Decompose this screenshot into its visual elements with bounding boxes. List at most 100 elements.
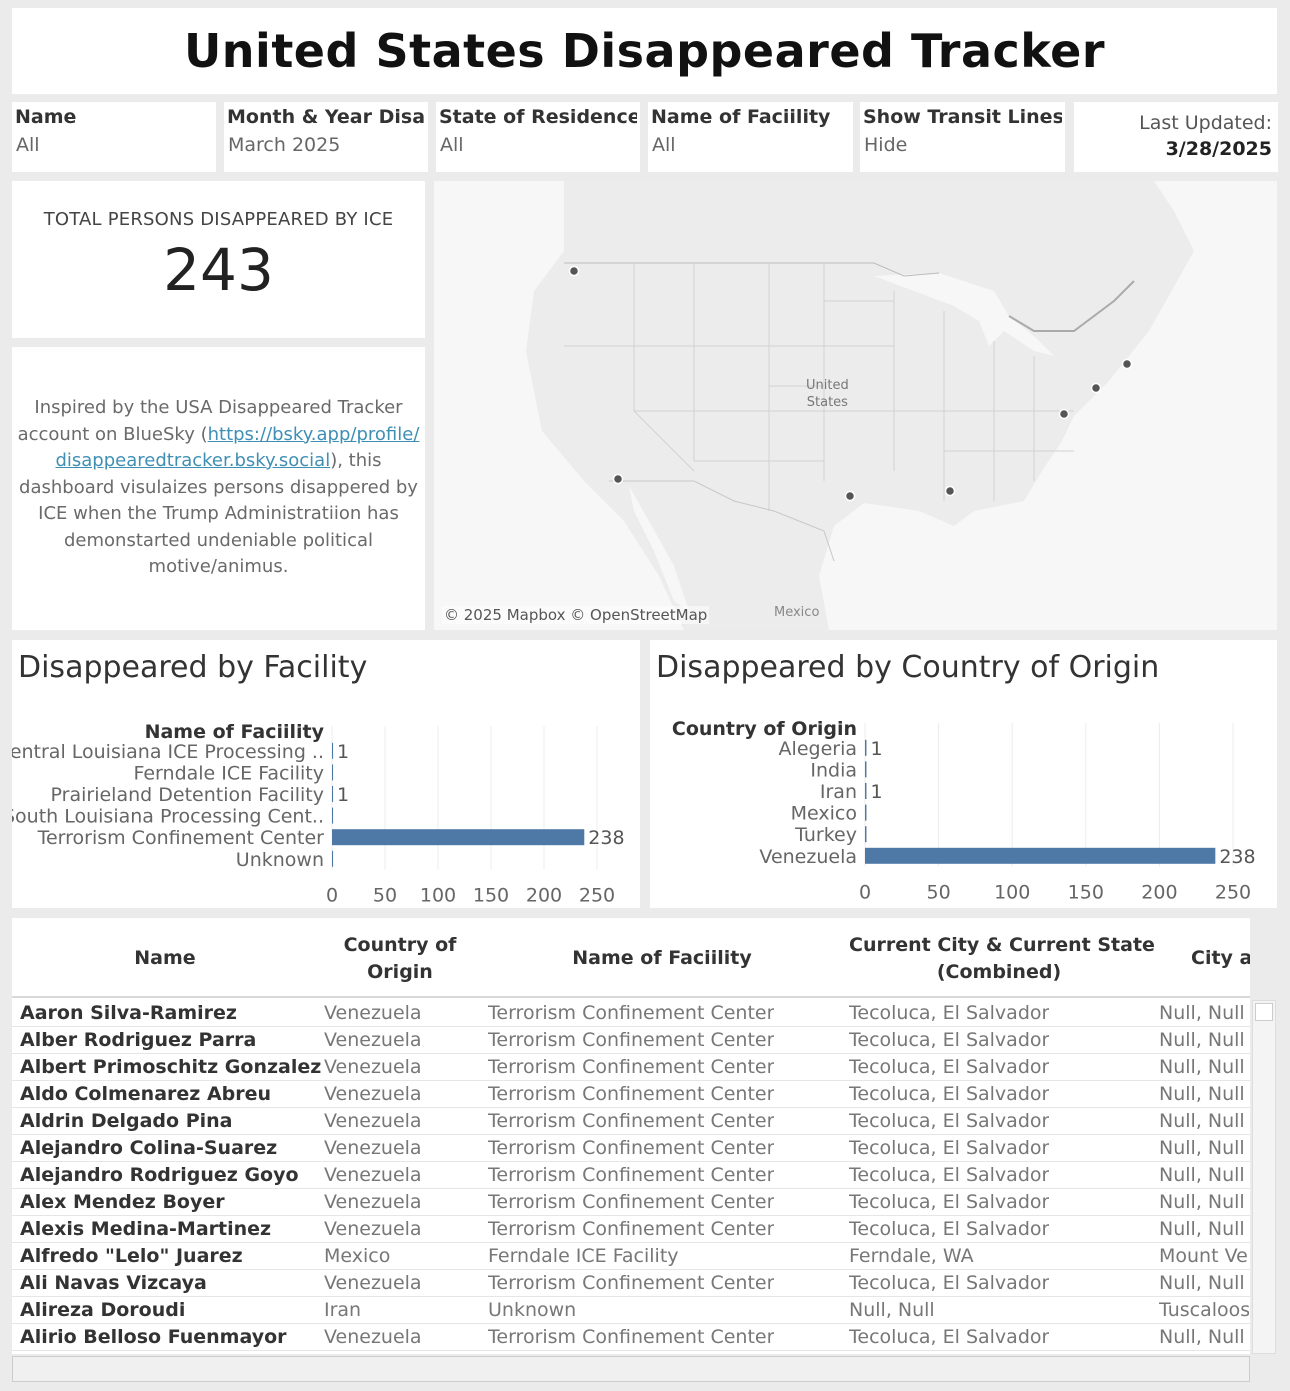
- data-label: 1: [870, 738, 882, 760]
- table-row[interactable]: Ali Navas Vizcaya Venezuela Terrorism Conf…: [12, 1270, 1250, 1297]
- map-marker[interactable]: [612, 473, 624, 485]
- header-facility[interactable]: Name of Faciility: [488, 945, 836, 972]
- x-tick-label: 50: [373, 885, 397, 907]
- header-text: City ar: [1191, 947, 1250, 969]
- data-label: 1: [870, 781, 882, 803]
- map[interactable]: United States Mexico © 2025 Mapbox © Ope…: [434, 181, 1277, 630]
- table-row[interactable]: Alex Mendez Boyer Venezuela Terrorism Conf…: [12, 1189, 1250, 1216]
- x-tick-label: 100: [994, 882, 1030, 904]
- cell-name: Alber Rodriguez Parra: [20, 1029, 257, 1051]
- title-panel: United States Disappeared Tracker: [12, 8, 1277, 94]
- map-label-us: United States: [806, 377, 849, 411]
- x-tick-label: 200: [1141, 882, 1177, 904]
- facility-chart: 0 50 100 150 200 250 Name of FaciilityCentral …: [12, 721, 625, 907]
- table-row[interactable]: Albert Primoschitz Gonzalez Venezuela Terr…: [12, 1054, 1250, 1081]
- data-label: 238: [588, 827, 624, 849]
- filter-value[interactable]: March 2025: [228, 134, 341, 156]
- map-canvas[interactable]: [434, 181, 1277, 630]
- filter-value[interactable]: All: [652, 134, 676, 156]
- horizontal-scrollbar[interactable]: [12, 1356, 1250, 1382]
- filter-value[interactable]: Hide: [864, 134, 908, 156]
- cell-facility: Terrorism Confinement Center: [488, 1164, 775, 1186]
- cell-name: Albert Primoschitz Gonzalez: [20, 1056, 322, 1078]
- map-marker[interactable]: [568, 265, 580, 277]
- category-label: Ferndale ICE Facility: [133, 762, 324, 784]
- cell-facility: Terrorism Confinement Center: [488, 1029, 775, 1051]
- category-label: Unknown: [236, 849, 324, 871]
- table-row[interactable]: Alejandro Rodriguez Goyo Venezuela Terrori…: [12, 1162, 1250, 1189]
- filter-transit-lines[interactable]: Show Transit Lines Hide: [860, 102, 1065, 172]
- header-current-city[interactable]: Current City & Current State (Combined): [849, 932, 1155, 986]
- map-marker[interactable]: [844, 490, 856, 502]
- map-attribution[interactable]: © 2025 Mapbox © OpenStreetMap: [442, 606, 710, 624]
- category-label: Iran: [820, 781, 857, 803]
- cell-city: Null, Null: [1159, 1110, 1245, 1132]
- category-label: Prairieland Detention Facility: [51, 784, 324, 806]
- axis-title: Country of Origin: [672, 718, 857, 740]
- cell-facility: Terrorism Confinement Center: [488, 1110, 775, 1132]
- chart-title: Disappeared by Facility: [18, 650, 368, 685]
- data-label: 1: [337, 784, 349, 806]
- header-country[interactable]: Country of Origin: [324, 932, 476, 986]
- filter-state[interactable]: State of Residence All: [436, 102, 640, 172]
- cell-current-city: Tecoluca, El Salvador: [849, 1002, 1050, 1024]
- cell-current-city: Ferndale, WA: [849, 1245, 974, 1267]
- cell-country: Venezuela: [324, 1272, 422, 1294]
- cell-current-city: Tecoluca, El Salvador: [849, 1083, 1050, 1105]
- data-label: 238: [1219, 846, 1255, 868]
- table-row[interactable]: Alexis Medina-Martinez Venezuela Terrorism…: [12, 1216, 1250, 1243]
- bar: [865, 739, 867, 756]
- filter-name[interactable]: Name All: [12, 102, 216, 172]
- x-tick-label: 250: [579, 885, 615, 907]
- table-row[interactable]: Alfredo "Lelo" Juarez Mexico Ferndale ICE …: [12, 1243, 1250, 1270]
- cell-country: Venezuela: [324, 1218, 422, 1240]
- vertical-scrollbar[interactable]: [1252, 1000, 1276, 1354]
- filter-value[interactable]: All: [16, 134, 40, 156]
- table-row[interactable]: Alirio Belloso Fuenmayor Venezuela Terrori…: [12, 1324, 1250, 1351]
- cell-name: Alireza Doroudi: [20, 1299, 186, 1321]
- category-label: Turkey: [794, 824, 857, 846]
- table-row[interactable]: Aldo Colmenarez Abreu Venezuela Terrorism …: [12, 1081, 1250, 1108]
- cell-current-city: Tecoluca, El Salvador: [849, 1137, 1050, 1159]
- header-text: Current City & Current State: [849, 934, 1155, 956]
- header-city[interactable]: City ar: [1159, 945, 1250, 972]
- cell-current-city: Tecoluca, El Salvador: [849, 1056, 1050, 1078]
- header-name[interactable]: Name: [12, 945, 318, 972]
- category-label: South Louisiana Processing Cent..: [12, 806, 324, 828]
- filter-value[interactable]: All: [440, 134, 464, 156]
- filter-facility[interactable]: Name of Faciility All: [648, 102, 853, 172]
- table-row[interactable]: Aaron Silva-Ramirez Venezuela Terrorism Co…: [12, 1000, 1250, 1027]
- cell-facility: Terrorism Confinement Center: [488, 1326, 775, 1348]
- scroll-thumb[interactable]: [1255, 1003, 1273, 1021]
- kpi-total: TOTAL PERSONS DISAPPEARED BY ICE 243: [12, 181, 425, 338]
- cell-facility: Terrorism Confinement Center: [488, 1056, 775, 1078]
- map-marker[interactable]: [1058, 408, 1070, 420]
- table-row[interactable]: Alber Rodriguez Parra Venezuela Terrorism …: [12, 1027, 1250, 1054]
- cell-city: Null, Null: [1159, 1164, 1245, 1186]
- map-marker[interactable]: [944, 485, 956, 497]
- bar: [865, 847, 1216, 864]
- map-marker[interactable]: [1090, 382, 1102, 394]
- cell-name: Ali Navas Vizcaya: [20, 1272, 207, 1294]
- table-row[interactable]: Aldrin Delgado Pina Venezuela Terrorism Co…: [12, 1108, 1250, 1135]
- filter-month-year[interactable]: Month & Year Disapp.. March 2025: [224, 102, 428, 172]
- category-label: Terrorism Confinement Center: [37, 827, 325, 849]
- bar: [332, 786, 334, 802]
- map-label: United: [806, 378, 849, 393]
- cell-facility: Terrorism Confinement Center: [488, 1272, 775, 1294]
- table-row[interactable]: Alejandro Colina-Suarez Venezuela Terroris…: [12, 1135, 1250, 1162]
- cell-city: Null, Null: [1159, 1218, 1245, 1240]
- cell-country: Venezuela: [324, 1002, 422, 1024]
- map-marker[interactable]: [1121, 358, 1133, 370]
- table-row[interactable]: Alireza Doroudi Iran Unknown Null, Null Tusc…: [12, 1297, 1250, 1324]
- map-label-mexico: Mexico: [774, 605, 820, 620]
- last-updated: Last Updated: 3/28/2025: [1074, 102, 1278, 172]
- cell-facility: Unknown: [488, 1299, 577, 1321]
- cell-current-city: Tecoluca, El Salvador: [849, 1218, 1050, 1240]
- header-text: Name: [134, 947, 196, 969]
- category-label: Mexico: [791, 803, 857, 825]
- cell-name: Alejandro Rodriguez Goyo: [20, 1164, 299, 1186]
- cell-facility: Terrorism Confinement Center: [488, 1191, 775, 1213]
- description-text: Inspired by the USA Disappeared Tracker …: [17, 397, 403, 445]
- bluesky-link[interactable]: https://bsky.app/profile/disappearedtrac…: [55, 423, 420, 472]
